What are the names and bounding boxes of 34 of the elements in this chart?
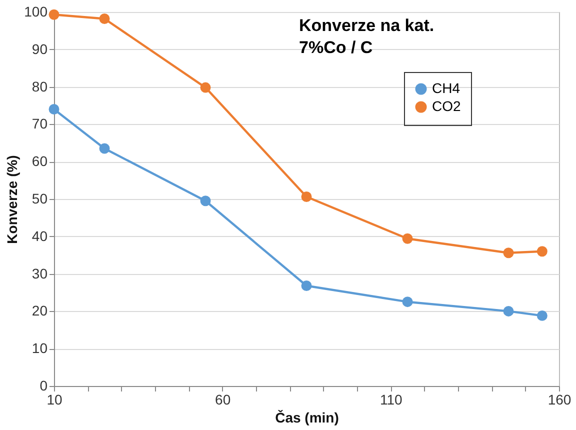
y-tick-label: 40 xyxy=(32,228,48,244)
x-tick-label: 10 xyxy=(46,392,62,408)
point xyxy=(301,280,312,291)
y-tick-label: 20 xyxy=(32,302,48,319)
x-tick-label: 60 xyxy=(215,392,231,408)
point xyxy=(402,233,413,244)
x-tick-label: 110 xyxy=(380,392,403,408)
y-tick-label: 10 xyxy=(32,340,48,356)
point xyxy=(48,9,60,20)
x-tick-label: 160 xyxy=(548,392,572,408)
legend-label: CH4 xyxy=(432,80,460,96)
y-tick-label: 50 xyxy=(32,190,48,206)
point xyxy=(536,310,548,321)
point xyxy=(48,104,60,114)
point xyxy=(536,246,548,257)
point xyxy=(99,14,110,24)
legend-label: CO2 xyxy=(432,98,461,114)
point xyxy=(99,143,110,154)
x-axis-title: Čas (min) xyxy=(275,410,339,426)
point xyxy=(200,196,211,206)
y-tick-label: 60 xyxy=(32,153,48,170)
point xyxy=(402,296,413,308)
text: Konverze na kat. 7%Co / C xyxy=(299,16,434,57)
y-tick-label: 30 xyxy=(32,265,48,282)
point xyxy=(503,248,514,258)
point xyxy=(200,82,211,93)
y-tick-label: 70 xyxy=(32,116,48,132)
y-tick-label: 100 xyxy=(24,4,48,20)
y-tick-label: 90 xyxy=(32,40,48,57)
y-axis-title: Konverze (%) xyxy=(4,155,20,244)
point xyxy=(301,192,312,202)
point xyxy=(503,306,514,316)
y-tick-label: 80 xyxy=(32,78,48,94)
y-tick-label: 0 xyxy=(40,378,48,394)
